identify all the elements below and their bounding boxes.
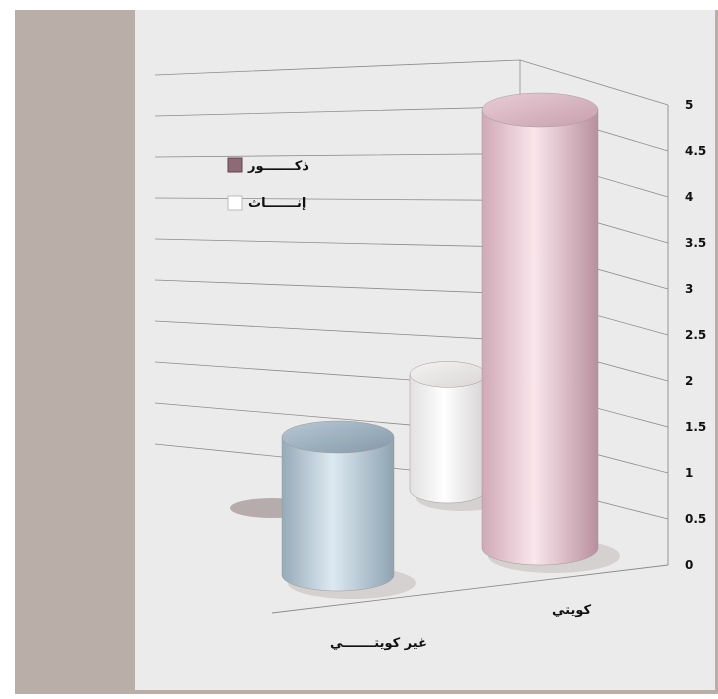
y-tick-label: 1.5 [685,420,706,434]
x-axis-categories: كويتي غير كويتـــــــي [330,603,591,651]
legend-label-male: ذكـــــــور [247,159,309,174]
y-tick-label: 0 [685,558,693,572]
y-tick-label: 0.5 [685,512,706,526]
y-tick-label: 2 [685,374,693,388]
legend-swatch-female [227,195,243,211]
bar-female-non-kuwaiti [281,436,395,592]
y-tick-label: 3 [685,282,693,296]
y-tick-label: 1 [685,466,693,480]
category-label: كويتي [552,603,591,618]
legend-label-female: إنـــــــاث [248,196,306,211]
y-tick-label: 4 [685,190,693,204]
legend: ذكـــــــور إنـــــــاث [227,157,309,211]
y-tick-label: 4.5 [685,144,706,158]
plot-panel [135,10,715,690]
legend-swatch-male [227,157,243,173]
bars [230,92,620,599]
bar-female-kuwaiti-top [409,361,487,388]
bar-male-kuwaiti [481,109,599,566]
x-axis-floor-edge [271,564,669,614]
category-label: غير كويتـــــــي [330,636,427,651]
y-tick-label: 5 [685,98,693,112]
y-tick-label: 3.5 [685,236,706,250]
bar-female-kuwaiti [409,374,487,504]
y-axis-ticks: 0 0.5 1 1.5 2 2.5 3 3.5 4 4.5 5 [685,98,706,572]
y-tick-label: 2.5 [685,328,706,342]
bar-male-kuwaiti-top [481,92,599,128]
gridline [154,59,669,106]
bar-female-non-kuwaiti-top [281,420,395,454]
